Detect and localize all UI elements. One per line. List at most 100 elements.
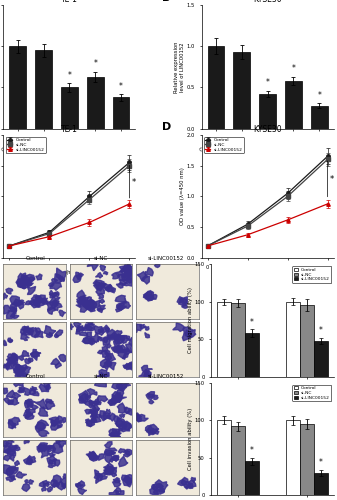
Polygon shape [55, 274, 62, 283]
Polygon shape [4, 364, 10, 370]
Polygon shape [142, 276, 150, 284]
Polygon shape [7, 446, 16, 454]
Polygon shape [104, 468, 113, 474]
Polygon shape [25, 400, 31, 404]
Polygon shape [37, 445, 49, 452]
Polygon shape [16, 472, 27, 478]
Polygon shape [105, 328, 109, 332]
Polygon shape [159, 490, 164, 494]
Polygon shape [25, 281, 31, 284]
Polygon shape [39, 482, 45, 487]
Polygon shape [36, 274, 42, 280]
Polygon shape [4, 388, 8, 394]
Text: *: * [250, 446, 254, 456]
Polygon shape [112, 432, 120, 437]
Polygon shape [146, 430, 155, 436]
Polygon shape [87, 332, 92, 336]
Polygon shape [10, 454, 14, 462]
Polygon shape [104, 284, 111, 290]
Polygon shape [14, 446, 20, 450]
Polygon shape [182, 303, 187, 308]
Polygon shape [77, 299, 86, 306]
Polygon shape [74, 322, 81, 328]
Polygon shape [57, 422, 62, 428]
Polygon shape [49, 282, 54, 286]
Polygon shape [16, 280, 26, 287]
Polygon shape [122, 422, 132, 430]
Polygon shape [80, 296, 89, 306]
Polygon shape [80, 332, 88, 336]
Polygon shape [25, 480, 28, 483]
Polygon shape [181, 480, 191, 489]
Polygon shape [6, 288, 13, 294]
Polygon shape [32, 300, 37, 304]
Polygon shape [91, 418, 96, 422]
Polygon shape [50, 283, 62, 290]
Polygon shape [152, 484, 158, 490]
Polygon shape [15, 374, 21, 376]
Polygon shape [87, 264, 98, 270]
Polygon shape [10, 296, 20, 304]
Polygon shape [116, 491, 124, 494]
Polygon shape [51, 420, 58, 426]
Polygon shape [46, 401, 55, 409]
Polygon shape [116, 395, 122, 402]
Polygon shape [31, 386, 37, 392]
Polygon shape [104, 450, 115, 456]
Polygon shape [4, 465, 11, 474]
Polygon shape [39, 443, 48, 450]
Polygon shape [78, 488, 87, 494]
Polygon shape [142, 366, 152, 372]
Polygon shape [14, 383, 24, 387]
Polygon shape [77, 275, 81, 280]
Bar [286, 420, 300, 495]
Polygon shape [4, 398, 14, 404]
Polygon shape [24, 274, 35, 284]
Polygon shape [85, 410, 92, 414]
Polygon shape [85, 395, 90, 400]
Polygon shape [146, 394, 154, 400]
Polygon shape [107, 332, 120, 340]
Polygon shape [117, 303, 126, 310]
Polygon shape [77, 296, 90, 304]
Polygon shape [12, 354, 17, 358]
Polygon shape [46, 384, 51, 390]
Text: si-LINC00152: si-LINC00152 [148, 256, 184, 261]
Polygon shape [7, 354, 12, 358]
Polygon shape [119, 414, 125, 418]
Polygon shape [27, 460, 32, 464]
Polygon shape [108, 398, 120, 406]
Polygon shape [11, 308, 17, 312]
Polygon shape [4, 455, 11, 461]
Title: TE-1: TE-1 [61, 125, 78, 134]
Polygon shape [76, 272, 81, 278]
Text: *: * [250, 318, 254, 327]
Polygon shape [154, 490, 158, 494]
Polygon shape [113, 346, 123, 352]
Polygon shape [99, 282, 106, 288]
Polygon shape [49, 417, 61, 426]
Polygon shape [48, 446, 56, 452]
Polygon shape [105, 442, 112, 448]
Polygon shape [48, 463, 56, 468]
Polygon shape [145, 371, 148, 376]
Polygon shape [100, 299, 104, 304]
Y-axis label: Cell migration ability (%): Cell migration ability (%) [188, 288, 193, 354]
Polygon shape [128, 364, 132, 368]
Polygon shape [119, 280, 127, 285]
Polygon shape [10, 302, 20, 310]
Polygon shape [19, 300, 25, 305]
Polygon shape [119, 266, 129, 272]
Polygon shape [19, 370, 24, 374]
Polygon shape [108, 399, 117, 404]
Polygon shape [28, 358, 33, 362]
Polygon shape [102, 346, 108, 352]
Polygon shape [85, 301, 95, 312]
Polygon shape [25, 301, 32, 304]
Polygon shape [60, 278, 64, 281]
Polygon shape [70, 324, 73, 330]
Polygon shape [145, 268, 153, 276]
Polygon shape [92, 417, 97, 422]
Legend: Control, si-NC, si-LINC00152: Control, si-NC, si-LINC00152 [6, 137, 46, 153]
Polygon shape [4, 293, 8, 300]
